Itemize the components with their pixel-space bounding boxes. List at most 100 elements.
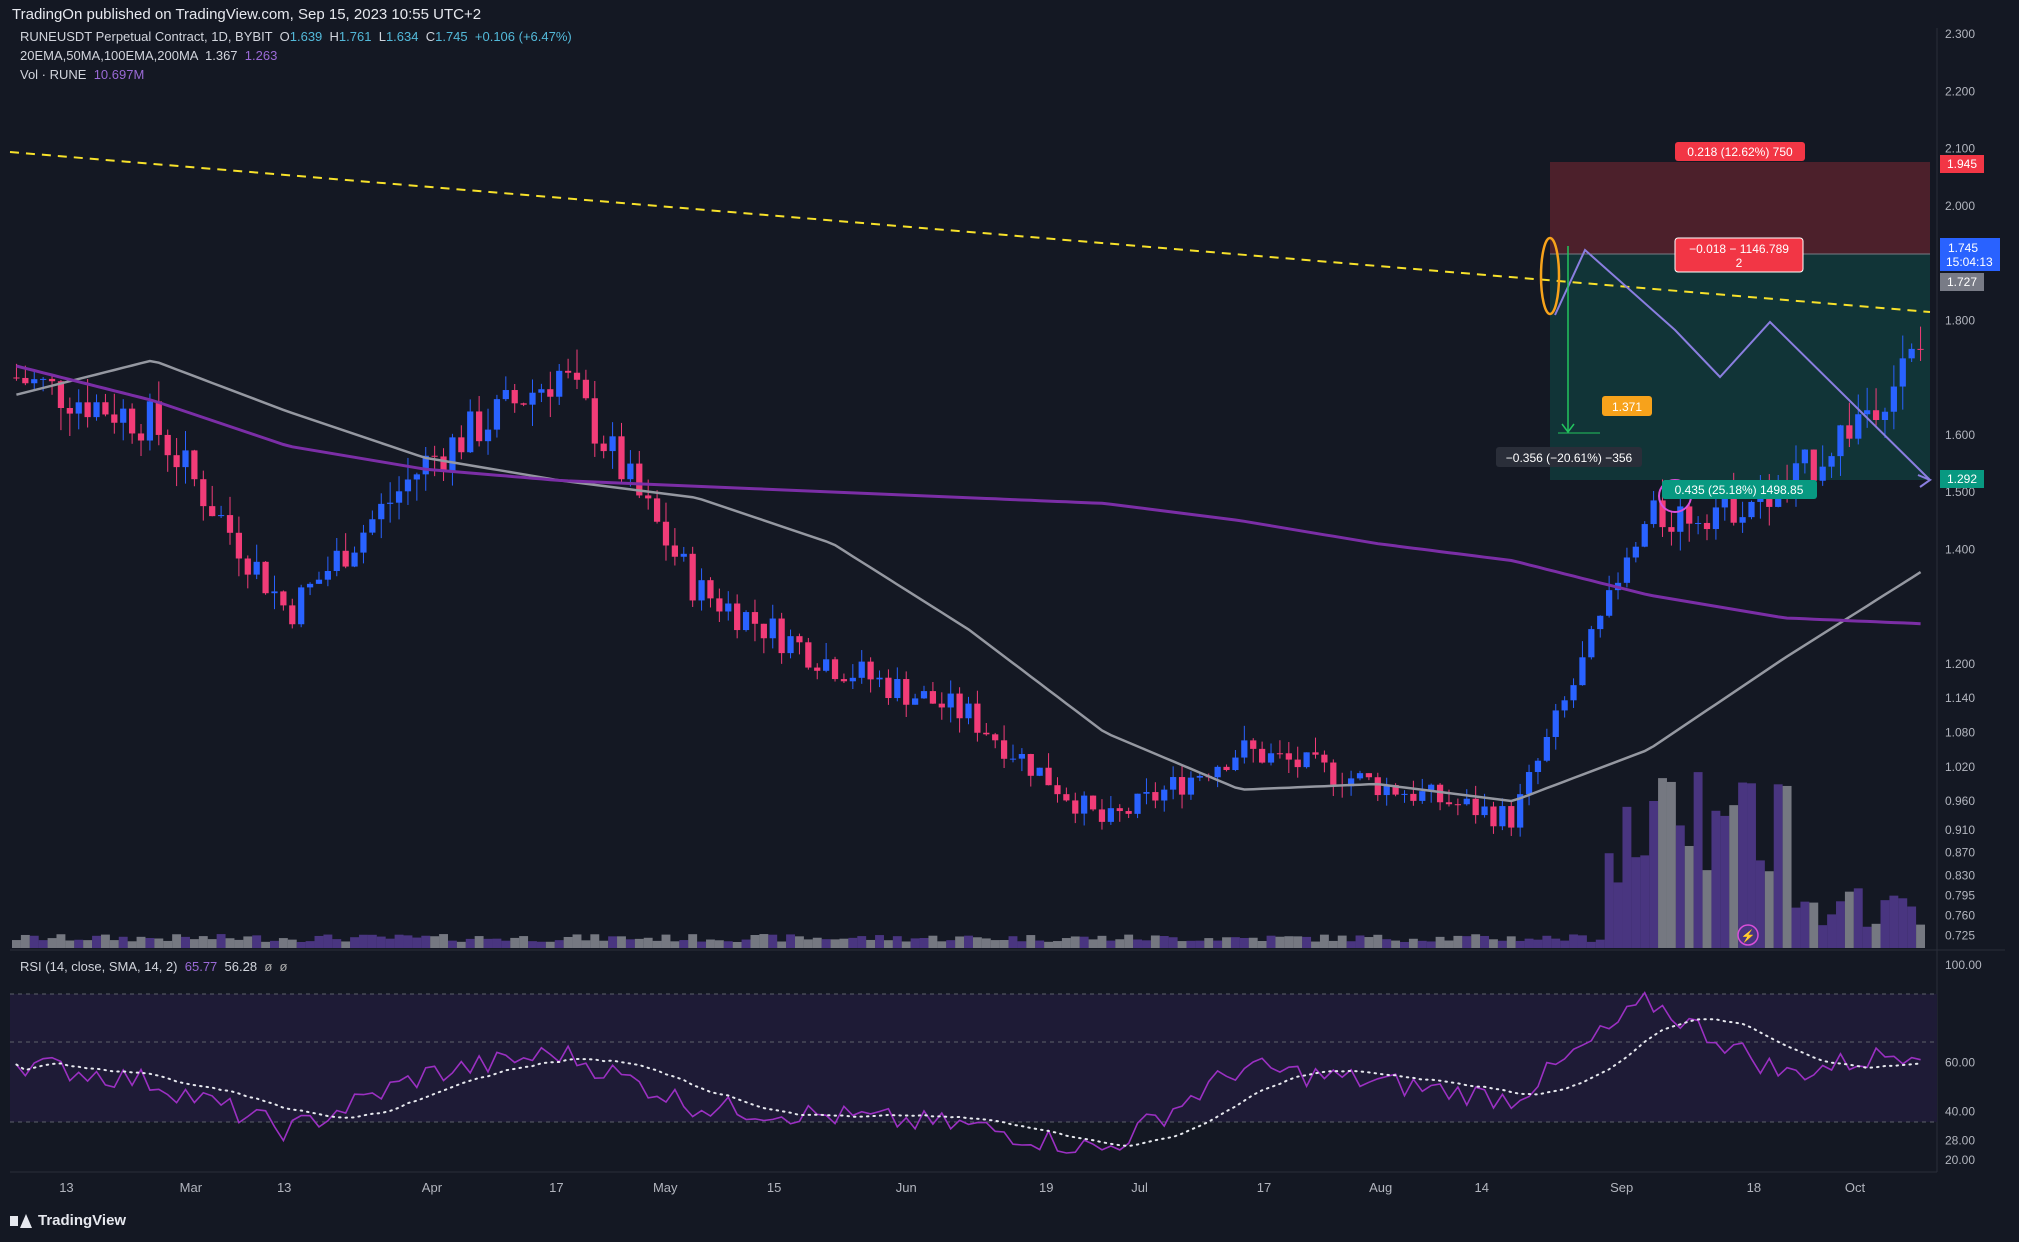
lightning-icon[interactable]: ⚡ bbox=[1737, 924, 1759, 946]
candle-body bbox=[306, 583, 314, 588]
candle-body bbox=[1543, 736, 1550, 761]
candle-body bbox=[1089, 795, 1097, 810]
time-tick-label: 13 bbox=[277, 1180, 291, 1195]
volume-bar bbox=[1684, 845, 1694, 948]
candle-body bbox=[671, 545, 678, 557]
volume-bar bbox=[483, 938, 493, 948]
candle-body bbox=[938, 703, 945, 708]
price-tick-label: 0.870 bbox=[1945, 846, 1975, 860]
candle-body bbox=[1063, 794, 1070, 801]
candle-body bbox=[31, 379, 38, 384]
projection-path[interactable] bbox=[1554, 248, 1931, 481]
highlight-ellipse[interactable] bbox=[1539, 236, 1561, 316]
stop-label[interactable]: 0.435 (25.18%) 1498.85 bbox=[1662, 480, 1817, 499]
candle-body bbox=[235, 532, 243, 559]
volume-bar bbox=[421, 935, 431, 948]
low-marker[interactable]: 1.371 bbox=[1602, 396, 1652, 416]
candle-body bbox=[1694, 522, 1702, 524]
price-tick-label: 1.600 bbox=[1945, 428, 1975, 442]
volume-bar bbox=[1382, 939, 1392, 948]
projection-arrow bbox=[1917, 474, 1933, 488]
volume-bar bbox=[688, 934, 698, 948]
volume-bar bbox=[1497, 940, 1507, 948]
candle-body bbox=[315, 579, 323, 584]
volume-bar bbox=[394, 934, 404, 948]
volume-bar bbox=[145, 938, 155, 948]
volume-bar bbox=[679, 940, 689, 948]
change-value: +0.106 (+6.47%) bbox=[474, 29, 572, 44]
symbol-name: RUNEUSDT Perpetual Contract, 1D, BYBIT bbox=[20, 29, 273, 44]
time-axis[interactable]: 13 Mar 13 Apr 17 May 15 Jun 19 Jul 17 Aug 14 Sep 18 Oct bbox=[59, 1180, 1865, 1195]
volume-bar bbox=[1515, 940, 1525, 948]
volume-value: 10.697M bbox=[93, 67, 145, 82]
volume-bar bbox=[1738, 782, 1748, 948]
candle-body bbox=[707, 580, 714, 599]
volume-bar bbox=[1319, 934, 1329, 948]
volume-bar bbox=[456, 941, 466, 948]
volume-bar bbox=[1204, 938, 1214, 948]
drop-label[interactable]: −0.356 (−20.61%) −356 bbox=[1496, 447, 1642, 467]
candle-body bbox=[1143, 792, 1150, 794]
volume-bar bbox=[1551, 938, 1561, 948]
symbol-legend[interactable]: RUNEUSDT Perpetual Contract, 1D, BYBIT O… bbox=[20, 28, 572, 46]
ma-legend[interactable]: 20EMA,50MA,100EMA,200MA 1.367 1.263 bbox=[20, 47, 277, 65]
volume-bar bbox=[1595, 939, 1605, 948]
volume-bar bbox=[1747, 783, 1756, 948]
candle-body bbox=[1899, 358, 1906, 387]
candle-body bbox=[1018, 754, 1026, 759]
candle-body bbox=[1027, 754, 1034, 776]
candle-body bbox=[1677, 506, 1684, 532]
ma-value-1: 1.367 bbox=[205, 48, 238, 63]
volume-bar bbox=[617, 936, 626, 948]
ma50-line[interactable] bbox=[16, 359, 1922, 803]
brand-footer[interactable]: TradingView bbox=[10, 1212, 126, 1229]
volume-legend[interactable]: Vol · RUNE 10.697M bbox=[20, 66, 144, 84]
candle-body bbox=[1356, 773, 1364, 779]
target-label[interactable]: 0.218 (12.62%) 750 bbox=[1675, 142, 1805, 161]
volume-bar bbox=[154, 938, 164, 948]
volume-bar bbox=[999, 940, 1009, 948]
candle-body bbox=[129, 408, 136, 434]
candle-body bbox=[867, 661, 874, 680]
volume-bar bbox=[554, 940, 564, 948]
candle-body bbox=[413, 474, 420, 480]
candle-body bbox=[449, 437, 456, 471]
rsi-line[interactable] bbox=[15, 991, 1921, 1154]
rsi-legend[interactable]: RSI (14, close, SMA, 14, 2) 65.77 56.28 … bbox=[20, 958, 287, 976]
ma-value-2: 1.263 bbox=[244, 48, 278, 63]
rsi-axis[interactable]: 100.00 60.00 40.00 28.00 20.00 bbox=[1945, 958, 1982, 1167]
volume-bar bbox=[92, 935, 101, 948]
rsi-sma-line[interactable] bbox=[15, 1018, 1922, 1148]
candle-body bbox=[1161, 789, 1168, 801]
candle-body bbox=[823, 659, 830, 671]
price-tick-label: 1.800 bbox=[1945, 313, 1975, 327]
candle-body bbox=[903, 679, 910, 705]
candle-body bbox=[1134, 793, 1141, 814]
candle-body bbox=[538, 389, 545, 393]
candle-body bbox=[1054, 785, 1061, 795]
candle-body bbox=[1890, 386, 1897, 412]
volume-bar bbox=[1693, 772, 1703, 948]
candle-body bbox=[689, 553, 696, 601]
candle-body bbox=[1463, 798, 1470, 805]
rsi-sma-value: 56.28 bbox=[224, 959, 258, 974]
candle-body bbox=[1036, 767, 1043, 776]
volume-bar bbox=[1649, 800, 1659, 948]
volume-bar bbox=[572, 934, 582, 948]
volume-bar bbox=[1533, 939, 1543, 948]
volume-bar bbox=[1408, 938, 1418, 948]
entry-label[interactable]: −0.018 − 1146.789 2 bbox=[1674, 237, 1804, 273]
svg-text:1.292: 1.292 bbox=[1947, 472, 1977, 486]
candle-body bbox=[111, 414, 118, 423]
resistance-trendline[interactable] bbox=[9, 151, 1931, 313]
stop-zone[interactable] bbox=[1550, 254, 1930, 480]
volume-bar bbox=[109, 940, 119, 948]
price-tick-label: 0.960 bbox=[1945, 794, 1975, 808]
time-tick-label: 13 bbox=[59, 1180, 73, 1195]
ma200-line[interactable] bbox=[16, 364, 1921, 626]
open-label: O bbox=[279, 29, 290, 44]
candle-body bbox=[609, 436, 616, 452]
candle-body bbox=[1481, 806, 1488, 816]
volume-bar bbox=[883, 940, 893, 948]
